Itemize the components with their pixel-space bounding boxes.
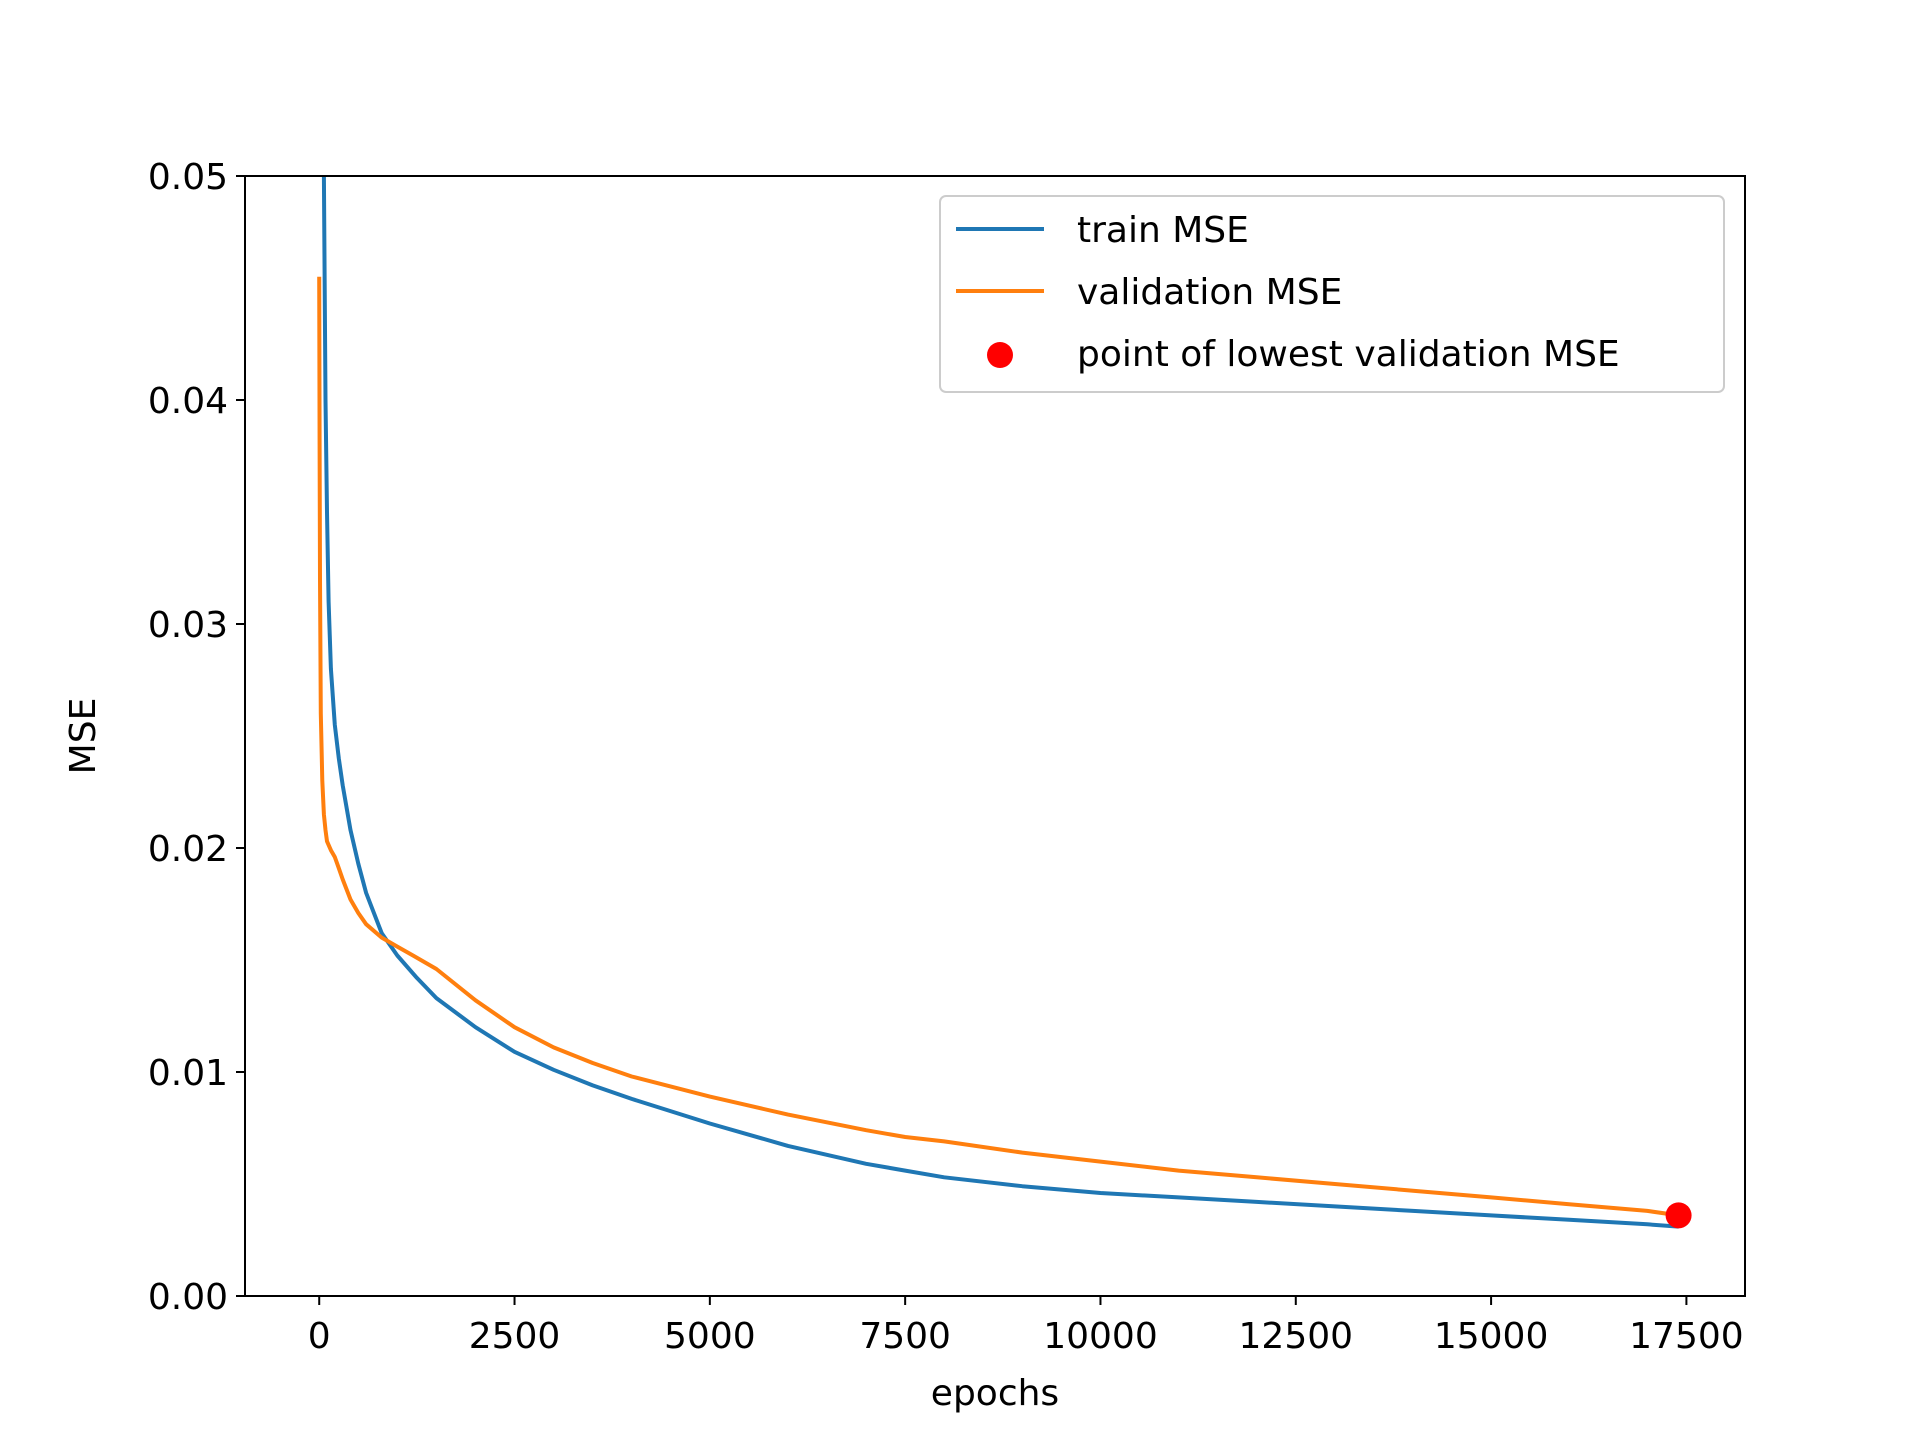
plot-frame: [244, 175, 1746, 1297]
x-tick-label: 2500: [469, 1316, 561, 1357]
legend-label-2: point of lowest validation MSE: [1077, 334, 1620, 375]
x-tick-label: 15000: [1434, 1316, 1549, 1357]
y-tick-label: 0.05: [148, 157, 228, 198]
x-tick-label: 0: [308, 1316, 331, 1357]
x-tick-label: 7500: [859, 1316, 951, 1357]
y-tick-label: 0.00: [148, 1277, 228, 1318]
series-layer: [317, 176, 1692, 1229]
y-tick-label: 0.04: [148, 381, 228, 422]
x-tick-label: 5000: [664, 1316, 756, 1357]
x-tick-label: 10000: [1043, 1316, 1158, 1357]
y-tick-label: 0.02: [148, 829, 228, 870]
y-axis-ticks: 0.00 0.01 0.02 0.03 0.04 0.05: [148, 157, 245, 1318]
y-axis-label: MSE: [63, 698, 104, 775]
x-tick-label: 17500: [1629, 1316, 1744, 1357]
legend-swatch-2: [987, 342, 1013, 368]
legend-label-0: train MSE: [1077, 210, 1249, 251]
legend-label-1: validation MSE: [1077, 272, 1342, 313]
series-line-1: [317, 276, 1679, 1218]
y-tick-label: 0.03: [148, 605, 228, 646]
x-axis-label: epochs: [931, 1373, 1059, 1414]
x-axis-ticks: 0 2500 5000 7500 10000 12500 15000 17500: [308, 1296, 1744, 1357]
series-line-0: [321, 176, 1679, 1229]
y-tick-label: 0.01: [148, 1053, 228, 1094]
legend-box: [939, 195, 1725, 393]
legend: train MSE validation MSE point of lowest v…: [939, 195, 1725, 393]
lowest-validation-point: [1665, 1202, 1692, 1229]
x-tick-label: 12500: [1239, 1316, 1354, 1357]
